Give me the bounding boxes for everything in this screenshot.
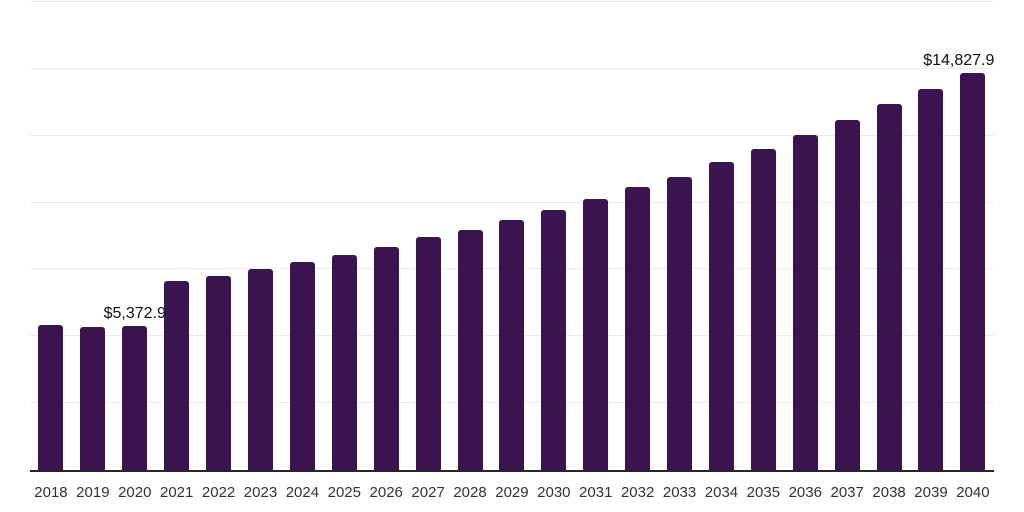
bar-group-2024 xyxy=(281,2,323,470)
bar-group-2021 xyxy=(156,2,198,470)
x-tick-label-2040: 2040 xyxy=(956,484,990,501)
x-axis-line xyxy=(30,470,994,472)
bar-group-2035 xyxy=(742,2,784,470)
bar-group-2029 xyxy=(491,2,533,470)
bar-group-2023 xyxy=(240,2,282,470)
bar-2031[interactable] xyxy=(583,198,609,470)
x-tick-label-2024: 2024 xyxy=(285,484,320,501)
data-label-2020: $5,372.9 xyxy=(103,304,166,322)
bars-row: $5,372.9 $14,827.9 xyxy=(30,2,994,470)
x-axis-tick-labels: 2018 2019 2020 2021 2022 2023 2024 2025 2026 2027… xyxy=(30,484,994,502)
bar-group-2032 xyxy=(617,2,659,470)
x-tick-label-2027: 2027 xyxy=(411,484,445,501)
bar-group-2031 xyxy=(575,2,617,470)
x-tick-label-2036: 2036 xyxy=(788,484,822,501)
bar-group-2019 xyxy=(72,2,114,470)
bar-2030[interactable] xyxy=(541,209,567,470)
x-tick-label-2033: 2033 xyxy=(662,484,697,501)
x-tick-label-2025: 2025 xyxy=(327,484,361,501)
x-tick-label-2018: 2018 xyxy=(34,484,68,501)
x-tick-label-2028: 2028 xyxy=(453,484,487,501)
x-tick-label-2026: 2026 xyxy=(369,484,403,501)
bar-2039[interactable] xyxy=(918,88,944,470)
bar-2019[interactable] xyxy=(80,326,106,470)
bar-group-2022 xyxy=(198,2,240,470)
bar-2028[interactable] xyxy=(457,229,483,470)
bar-2036[interactable] xyxy=(792,134,818,470)
x-tick-label-2034: 2034 xyxy=(704,484,739,501)
bar-group-2027 xyxy=(407,2,449,470)
bar-2040[interactable]: $14,827.9 xyxy=(923,52,994,470)
x-tick-label-2030: 2030 xyxy=(537,484,571,501)
bar-2021[interactable] xyxy=(164,281,190,470)
bar-group-2040: $14,827.9 xyxy=(923,2,994,470)
bar-group-2039 xyxy=(910,2,952,470)
bar-2023[interactable] xyxy=(247,268,273,470)
bar-2037[interactable] xyxy=(834,119,860,470)
x-tick-label-2020: 2020 xyxy=(118,484,152,501)
x-tick-label-2023: 2023 xyxy=(243,484,278,501)
gridline-17500 xyxy=(30,1,994,2)
x-tick-label-2037: 2037 xyxy=(830,484,864,501)
bar-2026[interactable] xyxy=(373,246,399,470)
data-label-2040: $14,827.9 xyxy=(923,51,995,69)
bar-group-2034 xyxy=(701,2,743,470)
bar-2032[interactable] xyxy=(625,187,651,470)
bar-2033[interactable] xyxy=(667,176,693,470)
bar-group-2028 xyxy=(449,2,491,470)
bar-2020[interactable]: $5,372.9 xyxy=(104,305,166,470)
bar-group-2026 xyxy=(365,2,407,470)
bar-group-2018 xyxy=(30,2,72,470)
bar-group-2033 xyxy=(659,2,701,470)
bar-group-2030 xyxy=(533,2,575,470)
x-tick-label-2035: 2035 xyxy=(746,484,781,501)
gridline-15000 xyxy=(30,67,994,69)
gridline-12500 xyxy=(30,134,994,136)
bar-2034[interactable] xyxy=(708,162,734,470)
bar-group-2020: $5,372.9 xyxy=(104,2,166,470)
x-tick-label-2032: 2032 xyxy=(620,484,655,501)
plot-area: $5,372.9 $14,827.9 xyxy=(30,1,994,472)
bar-2029[interactable] xyxy=(499,219,525,470)
bar-2018[interactable] xyxy=(38,324,64,470)
x-tick-label-2019: 2019 xyxy=(76,484,110,501)
x-tick-label-2038: 2038 xyxy=(872,484,906,501)
bar-2027[interactable] xyxy=(415,237,441,470)
x-tick-label-2031: 2031 xyxy=(579,484,613,501)
bar-group-2038 xyxy=(868,2,910,470)
bar-2024[interactable] xyxy=(289,262,315,470)
bar-group-2036 xyxy=(784,2,826,470)
bar-2022[interactable] xyxy=(206,275,232,470)
bar-2035[interactable] xyxy=(750,148,776,470)
bar-group-2037 xyxy=(826,2,868,470)
gridline-10000 xyxy=(30,201,994,203)
bar-2038[interactable] xyxy=(876,103,902,470)
x-tick-label-2029: 2029 xyxy=(495,484,529,501)
x-tick-label-2039: 2039 xyxy=(914,484,948,501)
x-tick-label-2022: 2022 xyxy=(201,484,236,501)
bar-2025[interactable] xyxy=(331,255,357,470)
x-tick-label-2021: 2021 xyxy=(159,484,194,501)
bar-group-2025 xyxy=(323,2,365,470)
